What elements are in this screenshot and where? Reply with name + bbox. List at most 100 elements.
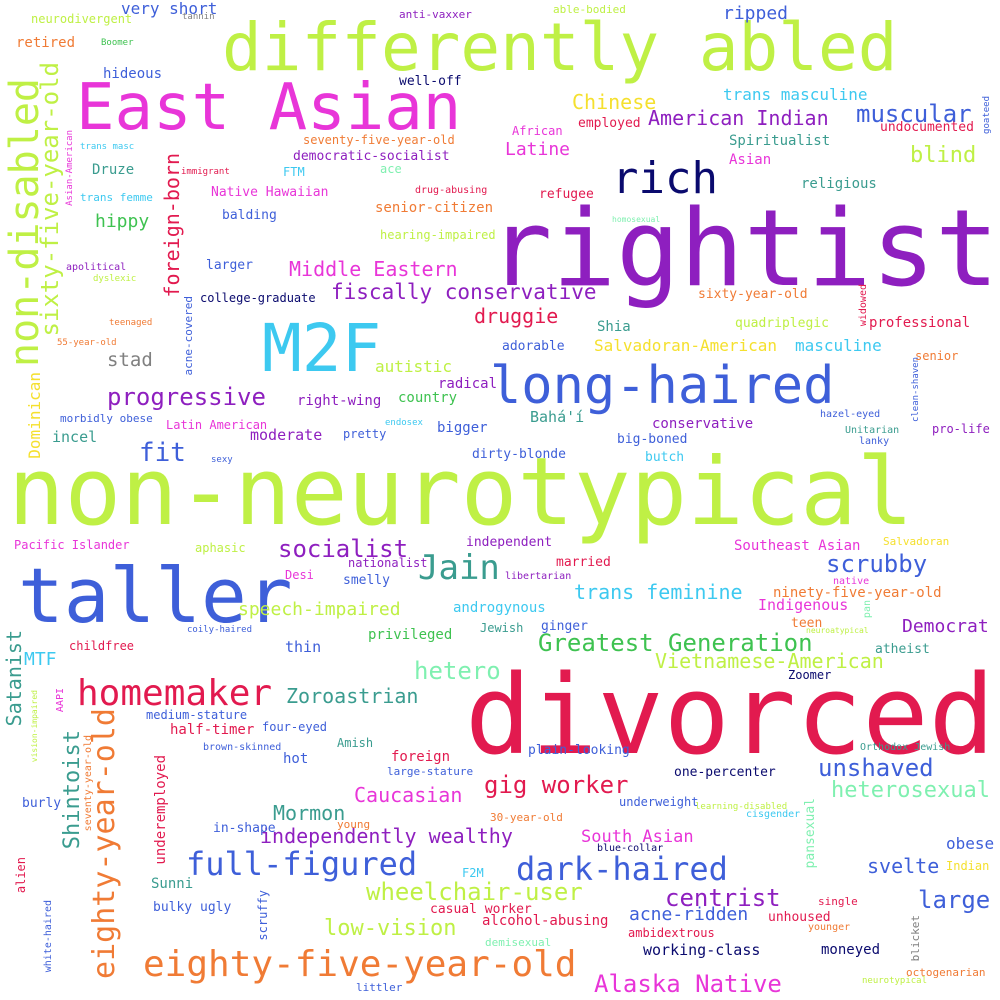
word: dark-haired <box>516 850 728 888</box>
word: low-vision <box>324 916 457 941</box>
word: privileged <box>368 627 453 643</box>
word: centrist <box>665 884 781 912</box>
word: Jain <box>418 548 500 588</box>
word: American Indian <box>648 106 829 130</box>
word: MTF <box>24 649 57 670</box>
word: college-graduate <box>200 291 316 305</box>
word: Indian <box>946 859 990 873</box>
word: Greatest Generation <box>538 629 813 657</box>
word: ginger <box>541 619 588 634</box>
word: unhoused <box>768 910 831 925</box>
word: hot <box>283 751 309 767</box>
word: speech-impaired <box>238 599 401 620</box>
word: ugly <box>200 900 232 915</box>
word: homemaker <box>77 673 273 714</box>
word: stad <box>107 349 153 371</box>
word: pan <box>862 600 873 619</box>
word: trans femme <box>80 191 153 204</box>
word: conservative <box>652 416 754 432</box>
word: trans feminine <box>574 580 743 604</box>
word: young <box>337 818 371 831</box>
word: able-bodied <box>553 3 626 16</box>
word: coily-haired <box>187 625 253 635</box>
word: Latine <box>505 139 571 160</box>
word: Bahá'í <box>530 408 585 426</box>
word: divorced <box>465 651 995 779</box>
word: dyslexic <box>93 274 137 284</box>
word: Indigenous <box>758 596 849 614</box>
word: blind <box>910 143 977 168</box>
word: teenaged <box>109 318 153 328</box>
word: Orthodox Jewish <box>860 742 951 753</box>
word: widowed <box>858 284 869 327</box>
word: retired <box>16 35 76 51</box>
word: ambidextrous <box>628 926 715 940</box>
word: aphasic <box>195 541 246 555</box>
word: fiscally conservative <box>331 280 597 304</box>
word: wheelchair-user <box>366 878 583 906</box>
word: trans masc <box>80 142 135 152</box>
word: white-haired <box>43 900 54 973</box>
word: Democrat <box>902 616 989 637</box>
word: undocumented <box>880 120 974 135</box>
word: hippy <box>95 211 150 232</box>
word: bigger <box>437 420 488 436</box>
word: littler <box>356 981 403 994</box>
word: fit <box>139 438 186 468</box>
word: unshaved <box>818 754 934 782</box>
word: Asian <box>729 152 772 168</box>
word: autistic <box>375 357 453 376</box>
word: teen <box>791 616 823 631</box>
word: thin <box>285 638 322 656</box>
word: Middle Eastern <box>289 257 458 281</box>
word: Spiritualist <box>729 133 831 149</box>
word: nationalist <box>348 556 428 570</box>
word: blicket <box>909 915 922 962</box>
word: Latin American <box>166 418 268 432</box>
word: employed <box>578 116 641 131</box>
word: socialist <box>278 535 409 563</box>
word: neurodivergent <box>31 12 133 26</box>
word: druggie <box>474 304 559 328</box>
word: long-haired <box>490 356 835 416</box>
word: Zoomer <box>788 668 832 682</box>
word: radical <box>438 376 498 392</box>
word: larger <box>206 258 253 273</box>
word: ripped <box>723 3 789 24</box>
word: incel <box>52 428 98 446</box>
word: African <box>512 124 563 138</box>
word: learning-disabled <box>695 802 788 812</box>
word: pro-life <box>932 422 990 436</box>
word: neurotypical <box>862 976 928 986</box>
word: Southeast Asian <box>734 538 861 554</box>
word: big-boned <box>617 432 688 447</box>
word: sixty-five-year-old <box>36 62 64 337</box>
word: Mormon <box>273 801 346 825</box>
word: Pacific Islander <box>14 538 130 552</box>
word: anti-vaxxer <box>399 8 472 21</box>
word: independently wealthy <box>260 824 513 848</box>
word: dirty-blonde <box>472 447 566 462</box>
word: hearing-impaired <box>380 228 496 242</box>
word: blue-collar <box>597 843 664 854</box>
word: heterosexual <box>831 778 990 803</box>
word: Unitarian <box>845 425 900 436</box>
word: sixty-year-old <box>698 287 808 302</box>
word: hetero <box>414 657 501 685</box>
word: Boomer <box>101 38 134 48</box>
word: professional <box>869 315 971 331</box>
word: muscular <box>856 100 972 128</box>
word: lanky <box>859 436 890 447</box>
word: right-wing <box>297 393 382 409</box>
word: in-shape <box>213 821 276 836</box>
word: morbidly obese <box>60 412 153 425</box>
word: Chinese <box>572 90 657 114</box>
word: country <box>398 390 458 406</box>
word: Sunni <box>151 876 194 892</box>
word: vision-impaired <box>30 690 39 763</box>
word: Asian-American <box>65 130 75 206</box>
word: AAPI <box>55 688 66 713</box>
word: Salvadoran-American <box>594 336 778 355</box>
word: taller <box>18 551 293 640</box>
